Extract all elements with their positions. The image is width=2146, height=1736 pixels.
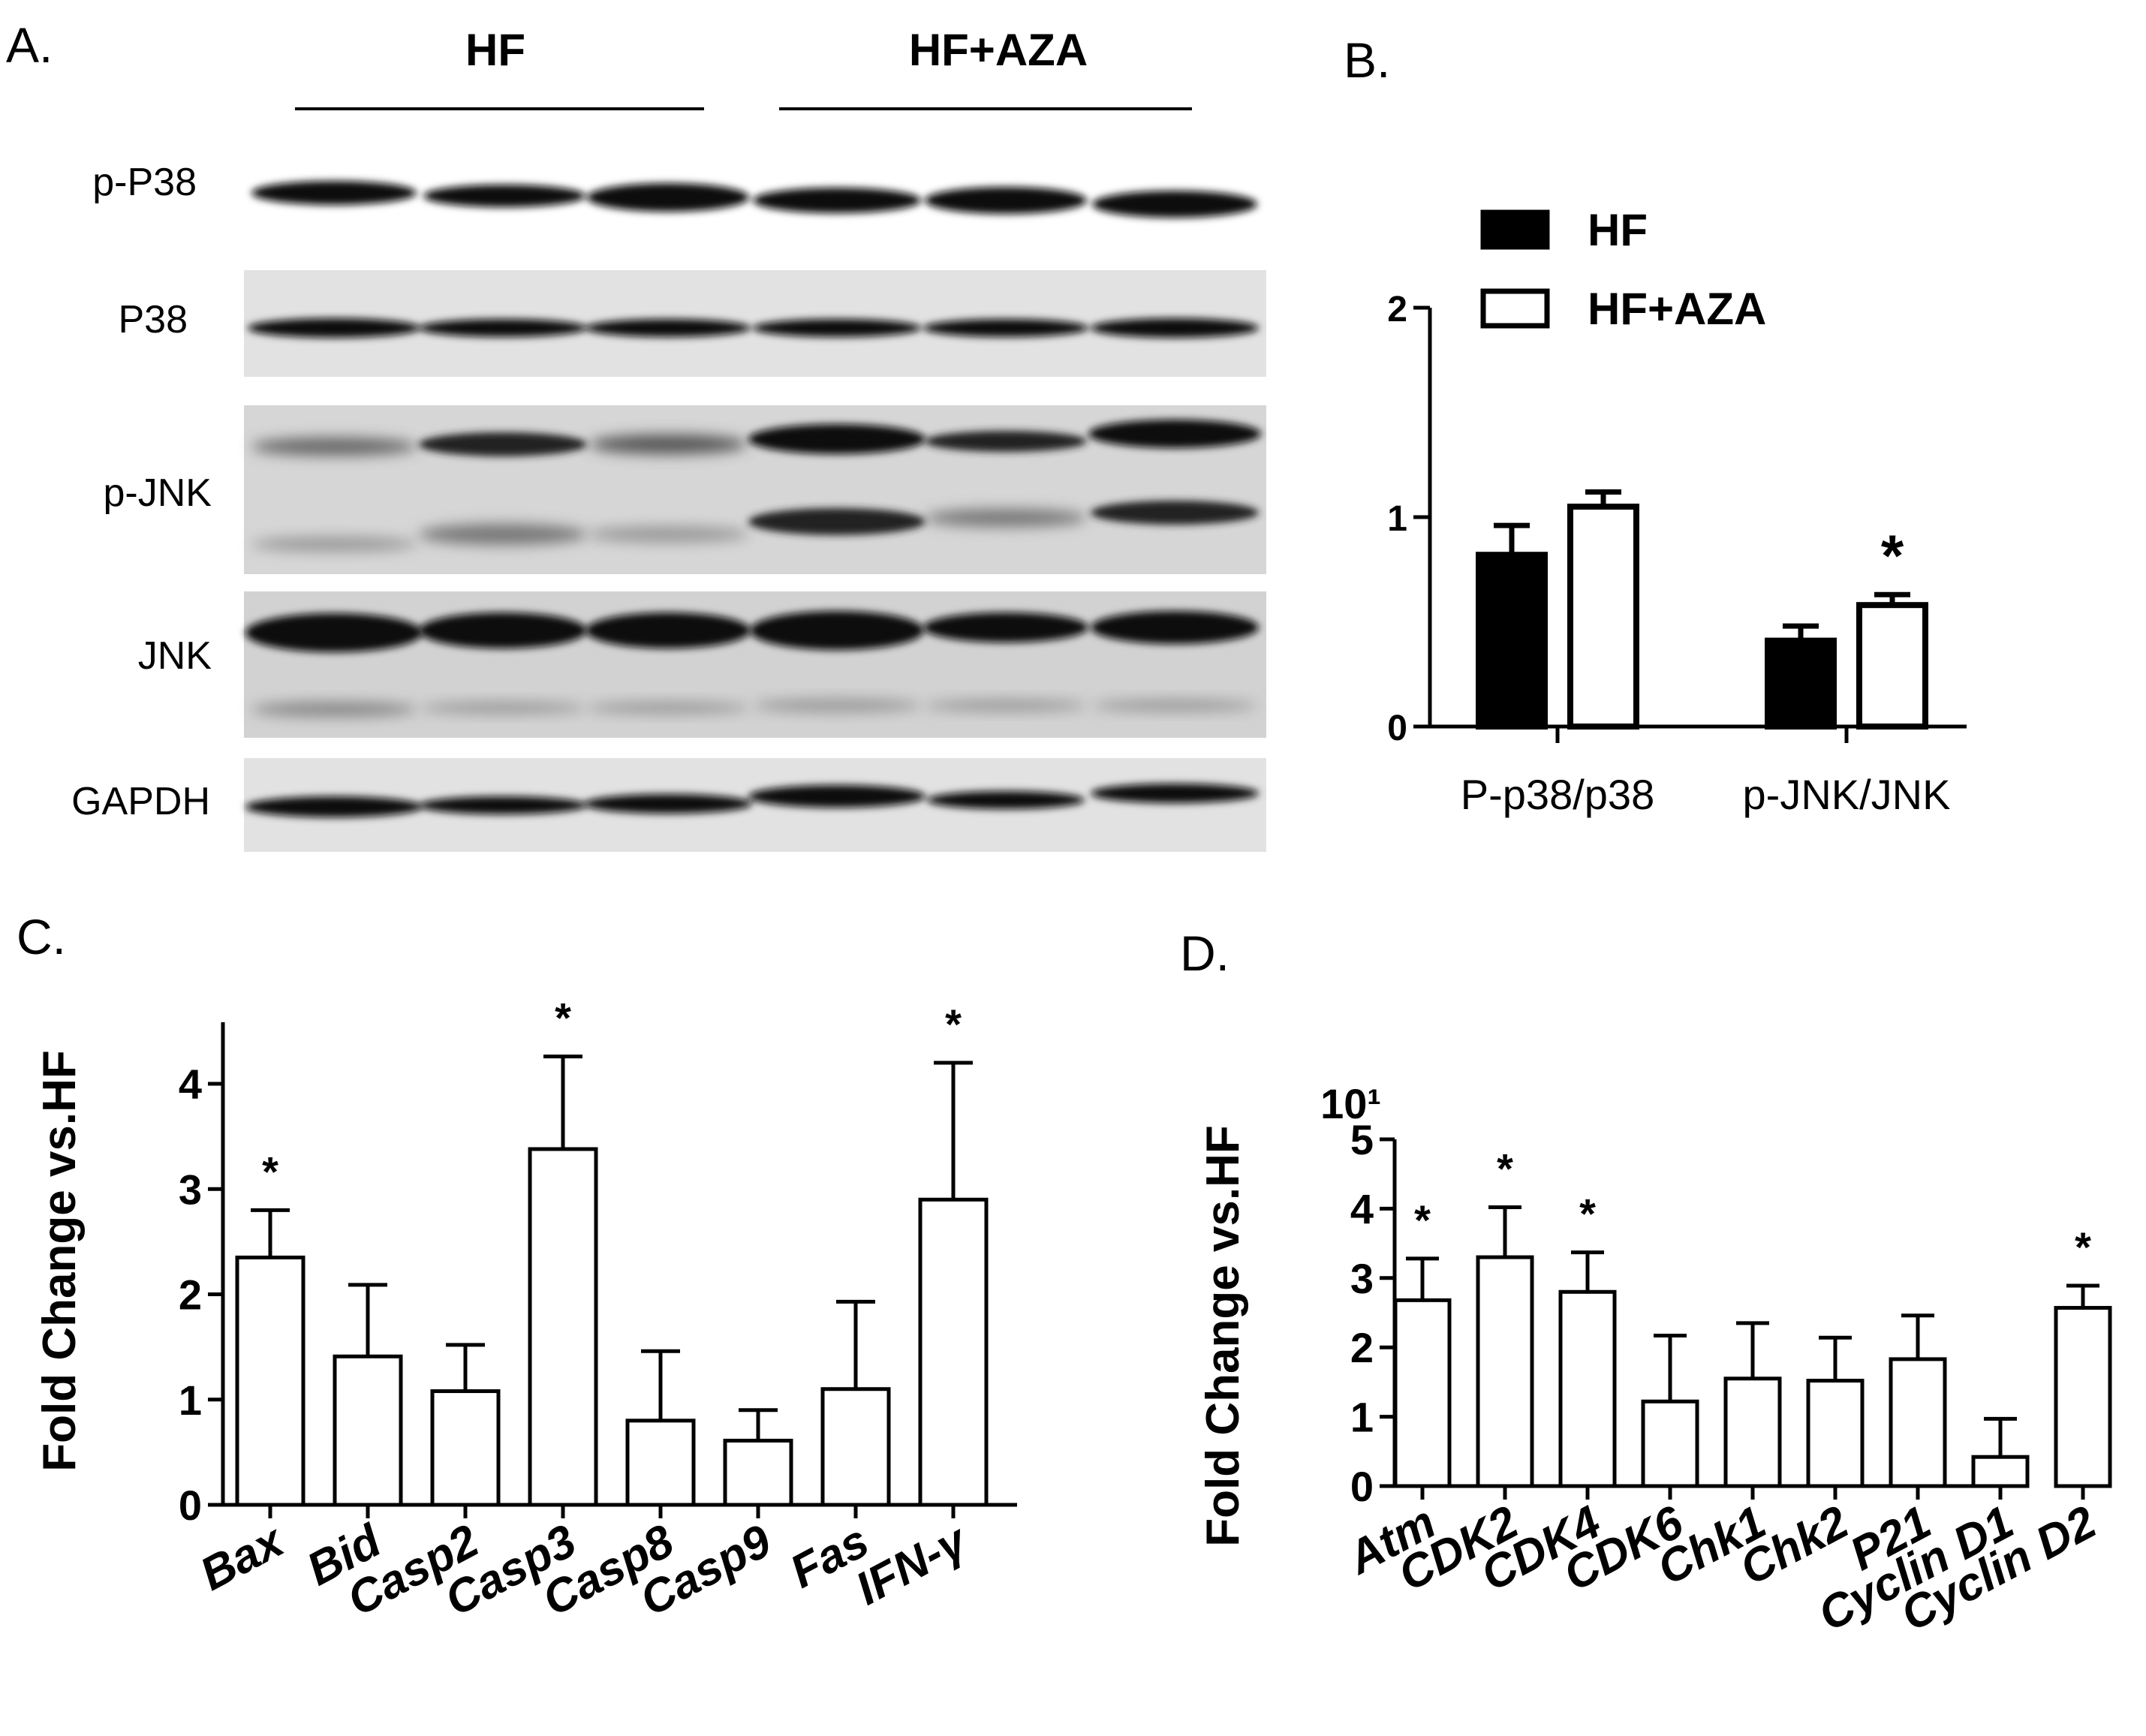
chart-c-bar-casp2 — [430, 1389, 501, 1507]
chart-c-y-tick-label: 3 — [179, 1166, 202, 1213]
chart-d-significance-marker: * — [2075, 1223, 2091, 1271]
chart-d-y-tick-label: 0 — [1350, 1463, 1374, 1510]
blot-row-p38 — [248, 318, 1259, 338]
chart-d-y-tick-label: 1 — [1350, 1394, 1374, 1441]
chart-d-y-tick-label: 3 — [1350, 1255, 1374, 1302]
chart-c-y-tick-label: 0 — [179, 1482, 202, 1529]
chart-c-significance-marker: * — [945, 1000, 962, 1048]
chart-d-bar-chk1 — [1723, 1376, 1782, 1488]
chart-b-bar-hf-p-p38-p38 — [1476, 552, 1548, 730]
chart-d-bar-cdk6 — [1641, 1399, 1699, 1488]
panel-label-d: D. — [1180, 925, 1230, 981]
chart-c-y-tick-label: 2 — [179, 1271, 202, 1319]
blot-row-jnk — [245, 611, 1259, 717]
chart-c-bar-bid — [333, 1354, 403, 1507]
chart-c-x-tick-label-ifn: IFN-γ — [847, 1514, 977, 1615]
chart-b-legend-swatch-hf-aza — [1480, 288, 1550, 329]
chart-c-bar-ifn — [918, 1197, 989, 1507]
blot-group-label-hf-aza: HF+AZA — [908, 25, 1088, 75]
chart-d-significance-marker: * — [1579, 1190, 1596, 1238]
chart-b-bar-hf-p-jnk-jnk — [1765, 637, 1837, 730]
chart-c-y-tick-label: 4 — [179, 1061, 202, 1108]
chart-c-significance-marker: * — [555, 994, 571, 1042]
chart-b-legend-swatch-hf — [1480, 209, 1550, 250]
blot-row-p-p38 — [251, 181, 1257, 218]
blot-row-label-p38: P38 — [118, 298, 188, 341]
chart-d-y-tick-label: 4 — [1350, 1185, 1374, 1232]
chart-c-x-tick-label-bax: Bax — [192, 1514, 293, 1601]
blot-row-label-gapdh: GAPDH — [71, 780, 210, 823]
blot-row-label-jnk: JNK — [137, 634, 212, 678]
chart-c-y-axis-label: Fold Change vs.HF — [34, 1050, 86, 1471]
blot-row-label-p-p38: p-P38 — [92, 161, 197, 204]
chart-d-scale-label: 10¹ — [1320, 1080, 1381, 1127]
chart-d-significance-marker: * — [1414, 1196, 1431, 1244]
panel-label-b: B. — [1344, 32, 1391, 88]
chart-c-bar-casp9 — [723, 1438, 793, 1507]
chart-d-bar-p21 — [1889, 1357, 1947, 1488]
chart-d-bar-cdk2 — [1476, 1255, 1534, 1488]
chart-c-significance-marker: * — [262, 1148, 278, 1195]
chart-d-y-axis-label: Fold Change vs.HF — [1197, 1125, 1249, 1546]
panel-label-a: A. — [6, 17, 53, 73]
blot-row-p38-background — [244, 270, 1266, 377]
chart-b-y-tick-label: 0 — [1387, 709, 1407, 748]
chart-b-legend-label-hf: HF — [1588, 205, 1648, 255]
chart-b: 0 1 2 P-p38/p38 p-JNK/JNK * HF HF+AZA — [1387, 205, 1967, 818]
chart-b-bar-hf-aza-p-jnk-jnk — [1856, 602, 1928, 730]
chart-b-y-tick-label: 1 — [1387, 499, 1407, 539]
chart-d-y-tick-label: 2 — [1350, 1324, 1374, 1371]
chart-c-bar-casp8 — [625, 1419, 696, 1507]
blot-row-label-p-jnk: p-JNK — [103, 471, 212, 515]
chart-d-bar-cyclin-d1 — [1971, 1455, 2030, 1488]
blot-row-jnk-background — [244, 591, 1266, 738]
panel-label-c: C. — [17, 909, 66, 964]
chart-b-x-tick-label: P-p38/p38 — [1461, 771, 1654, 818]
chart-b-y-tick-label: 2 — [1387, 290, 1407, 329]
chart-d-significance-marker: * — [1497, 1145, 1513, 1193]
blot-row-gapdh — [245, 784, 1259, 817]
blot-group-label-hf: HF — [465, 25, 525, 75]
chart-c-y-tick-label: 1 — [179, 1376, 202, 1424]
chart-b-bar-hf-aza-p-p38-p38 — [1567, 504, 1639, 730]
chart-c-bar-bax — [235, 1255, 305, 1507]
chart-b-legend-label-hf-aza: HF+AZA — [1588, 284, 1766, 334]
chart-d-bar-cdk4 — [1558, 1289, 1617, 1488]
chart-b-significance-marker: * — [1881, 522, 1904, 588]
blot-group-line-hf — [295, 107, 704, 110]
chart-b-x-tick-label: p-JNK/JNK — [1743, 771, 1951, 818]
chart-c-bar-casp3 — [528, 1147, 598, 1507]
chart-d-y-tick-label: 5 — [1350, 1116, 1374, 1163]
blot-group-line-hf-aza — [779, 107, 1192, 110]
blot-row-p-jnk — [251, 420, 1261, 552]
blot-image — [244, 181, 1266, 852]
chart-d-bar-chk2 — [1806, 1379, 1865, 1488]
chart-d-bar-atm — [1393, 1298, 1452, 1488]
chart-c-bar-fas — [820, 1387, 891, 1507]
chart-d-bar-cyclin-d2 — [2054, 1306, 2112, 1488]
